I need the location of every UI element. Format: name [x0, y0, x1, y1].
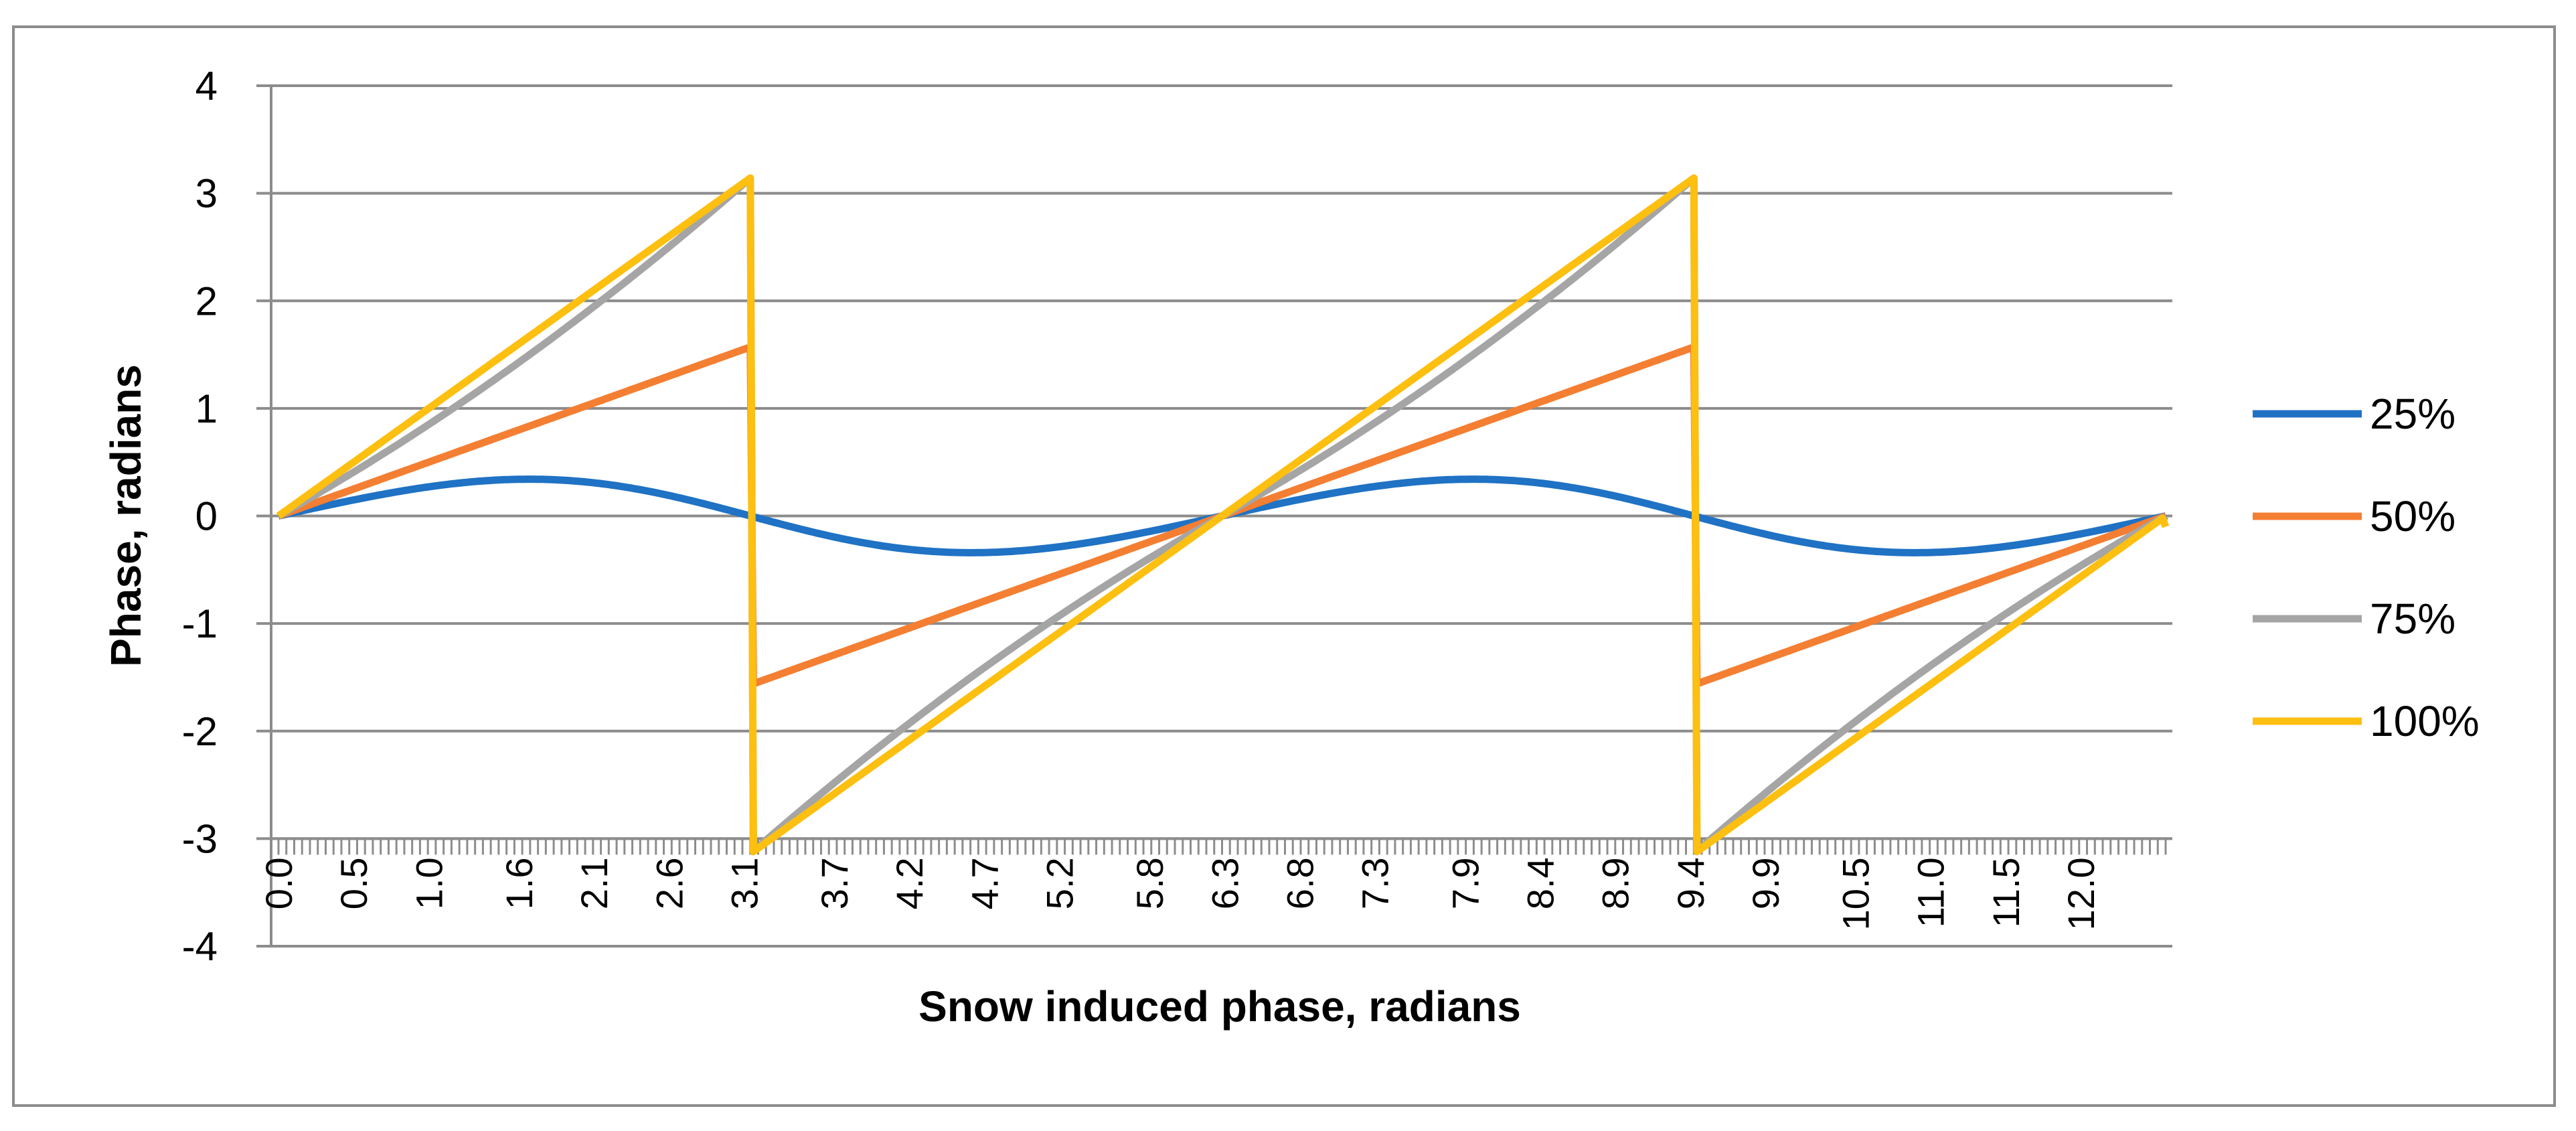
x-tick-label: 1.0: [408, 857, 450, 909]
x-tick-label: 12.0: [2060, 857, 2102, 930]
x-tick-label: 3.1: [723, 857, 765, 909]
x-tick-label: 9.9: [1745, 857, 1787, 909]
y-tick-label: -4: [182, 924, 218, 969]
x-tick-label: 6.3: [1204, 857, 1246, 909]
legend: 25% 50% 75% 100%: [2253, 390, 2480, 745]
x-tick-label: 3.7: [813, 857, 856, 909]
y-tick-label: -3: [182, 816, 218, 861]
gridlines: [256, 84, 2172, 948]
x-axis: 0.0 0.5 1.0 1.6 2.1 2.6 3.1 3.7 4.2 4.7 5.2 5.8 6.3 6…: [258, 837, 2172, 930]
x-tick-label: 6.8: [1279, 857, 1321, 909]
x-tick-label: 8.9: [1595, 857, 1637, 909]
x-tick-label: 2.1: [573, 857, 615, 909]
y-axis-title: Phase, radians: [102, 364, 150, 667]
y-tick-label: 1: [195, 386, 218, 431]
x-tick-label: 7.9: [1444, 857, 1486, 909]
y-tick-label: 0: [195, 494, 218, 539]
x-tick-label: 7.3: [1354, 857, 1396, 909]
x-axis-title: Snow induced phase, radians: [918, 982, 1521, 1031]
x-tick-label: 4.2: [888, 857, 931, 909]
legend-label: 25%: [2370, 390, 2456, 438]
y-tick-label: 4: [195, 64, 218, 108]
legend-label: 100%: [2370, 697, 2480, 745]
y-tick-label: 3: [195, 171, 218, 216]
x-tick-label: 5.8: [1129, 857, 1171, 909]
x-tick-label: 9.4: [1670, 857, 1712, 909]
y-tick-labels: 4 3 2 1 0 -1 -2 -3 -4: [182, 64, 218, 969]
x-tick-label: 11.5: [1985, 857, 2027, 927]
x-tick-label: 0.5: [333, 857, 375, 909]
legend-label: 50%: [2370, 492, 2456, 540]
y-tick-label: -2: [182, 709, 218, 754]
legend-label: 75%: [2370, 595, 2456, 643]
series-line-100pct: [276, 174, 2170, 856]
series-lines: [276, 174, 2170, 856]
x-tick-label: 8.4: [1519, 857, 1561, 909]
y-tick-label: -1: [182, 601, 218, 646]
x-tick-label: 2.6: [648, 857, 690, 909]
x-tick-label: 0.0: [258, 857, 300, 909]
y-tick-label: 2: [195, 279, 218, 323]
x-tick-label: 1.6: [498, 857, 540, 909]
x-tick-label: 10.5: [1835, 857, 1877, 930]
chart-frame: [12, 25, 2556, 1107]
x-tick-label: 4.7: [963, 857, 1005, 909]
x-tick-label: 11.0: [1910, 857, 1952, 927]
x-tick-label: 5.2: [1039, 857, 1081, 909]
